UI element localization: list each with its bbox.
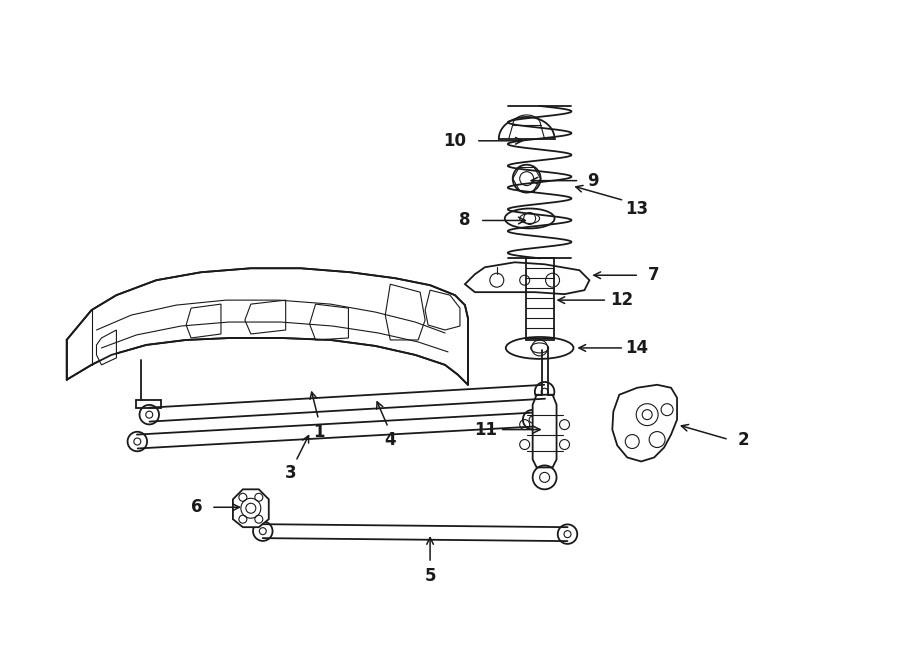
Text: 1: 1	[313, 422, 324, 441]
Polygon shape	[245, 300, 285, 334]
Polygon shape	[67, 268, 468, 385]
Text: 11: 11	[474, 420, 498, 439]
Text: 10: 10	[444, 132, 466, 150]
Polygon shape	[465, 262, 590, 294]
Text: 12: 12	[609, 291, 633, 309]
Text: 7: 7	[648, 266, 660, 284]
Polygon shape	[385, 284, 425, 340]
Text: 3: 3	[285, 465, 296, 483]
Polygon shape	[233, 489, 269, 527]
Polygon shape	[612, 385, 677, 461]
Polygon shape	[186, 304, 221, 338]
Text: 6: 6	[192, 498, 202, 516]
Text: 2: 2	[738, 430, 750, 449]
Polygon shape	[96, 330, 116, 365]
Text: 4: 4	[384, 430, 396, 449]
Text: 13: 13	[626, 200, 649, 217]
Text: 8: 8	[459, 212, 471, 229]
Polygon shape	[310, 304, 348, 340]
Polygon shape	[533, 395, 556, 467]
Text: 5: 5	[424, 567, 436, 585]
Text: 14: 14	[626, 339, 649, 357]
Text: 9: 9	[588, 172, 599, 190]
Polygon shape	[425, 290, 460, 330]
